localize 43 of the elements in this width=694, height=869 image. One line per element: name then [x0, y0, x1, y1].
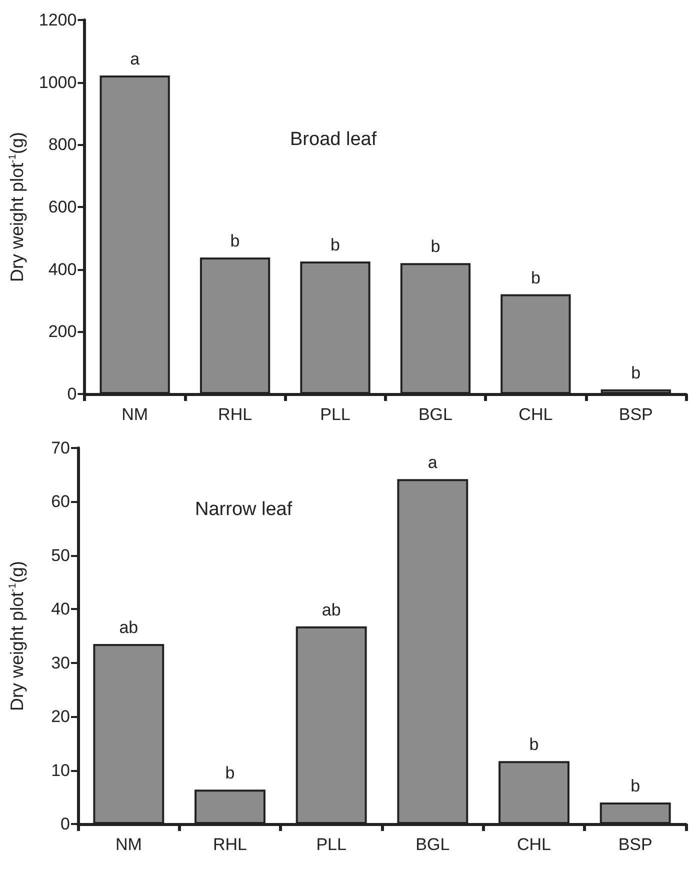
- x-tick-label: BGL: [416, 835, 450, 854]
- annotation: ab: [119, 618, 138, 638]
- annotation: ab: [322, 600, 341, 620]
- x-tick-label: BSP: [618, 405, 653, 424]
- x-tick-label: CHL: [516, 835, 552, 854]
- annotation: a: [130, 49, 140, 68]
- x-tick-label: BSP: [618, 835, 652, 854]
- y-tick-label: 800: [48, 135, 77, 154]
- text: Broad leaf: [290, 129, 378, 150]
- y-tick-label: 70: [51, 438, 70, 458]
- x-tick-label: BGL: [418, 405, 452, 424]
- x-tick-label: PLL: [316, 835, 346, 854]
- annotation: a: [428, 453, 438, 472]
- y-tick-label: 30: [51, 653, 70, 672]
- y-tick-label: 40: [51, 600, 70, 619]
- x-tick-label: RHL: [218, 405, 252, 424]
- y-tick-label: 1200: [38, 10, 77, 30]
- x-tick-label: NM: [115, 835, 142, 854]
- annotation: b: [430, 237, 440, 256]
- y-tick-label: 400: [48, 260, 77, 279]
- y-tick-label: 10: [51, 760, 70, 780]
- text: Narrow leaf: [195, 499, 293, 520]
- y-tick-label: 1000: [38, 72, 77, 92]
- y-tick-label: 0: [60, 814, 70, 834]
- y-tick-label: 50: [51, 546, 70, 565]
- annotation: b: [225, 764, 235, 783]
- annotation: b: [631, 363, 641, 382]
- x-tick-label: RHL: [212, 835, 248, 854]
- annotation: b: [530, 268, 540, 288]
- x-tick-label: NM: [122, 405, 148, 424]
- annotation: b: [529, 735, 539, 754]
- y-axis-title: Dry weight plot-1(g): [7, 561, 27, 711]
- y-tick-label: 200: [48, 322, 77, 342]
- y-tick-label: 20: [51, 707, 70, 726]
- annotation: b: [230, 231, 240, 250]
- y-axis-title: Dry weight plot-1(g): [7, 132, 27, 282]
- x-tick-label: CHL: [518, 405, 553, 424]
- y-tick-label: 0: [67, 384, 77, 404]
- y-tick-label: 60: [51, 492, 70, 512]
- x-tick-label: PLL: [320, 405, 350, 424]
- annotation: b: [630, 776, 640, 796]
- annotation: b: [330, 236, 340, 255]
- y-tick-label: 600: [48, 198, 77, 216]
